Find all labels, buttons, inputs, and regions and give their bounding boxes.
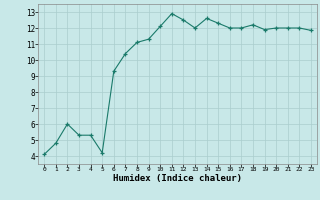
X-axis label: Humidex (Indice chaleur): Humidex (Indice chaleur) — [113, 174, 242, 183]
